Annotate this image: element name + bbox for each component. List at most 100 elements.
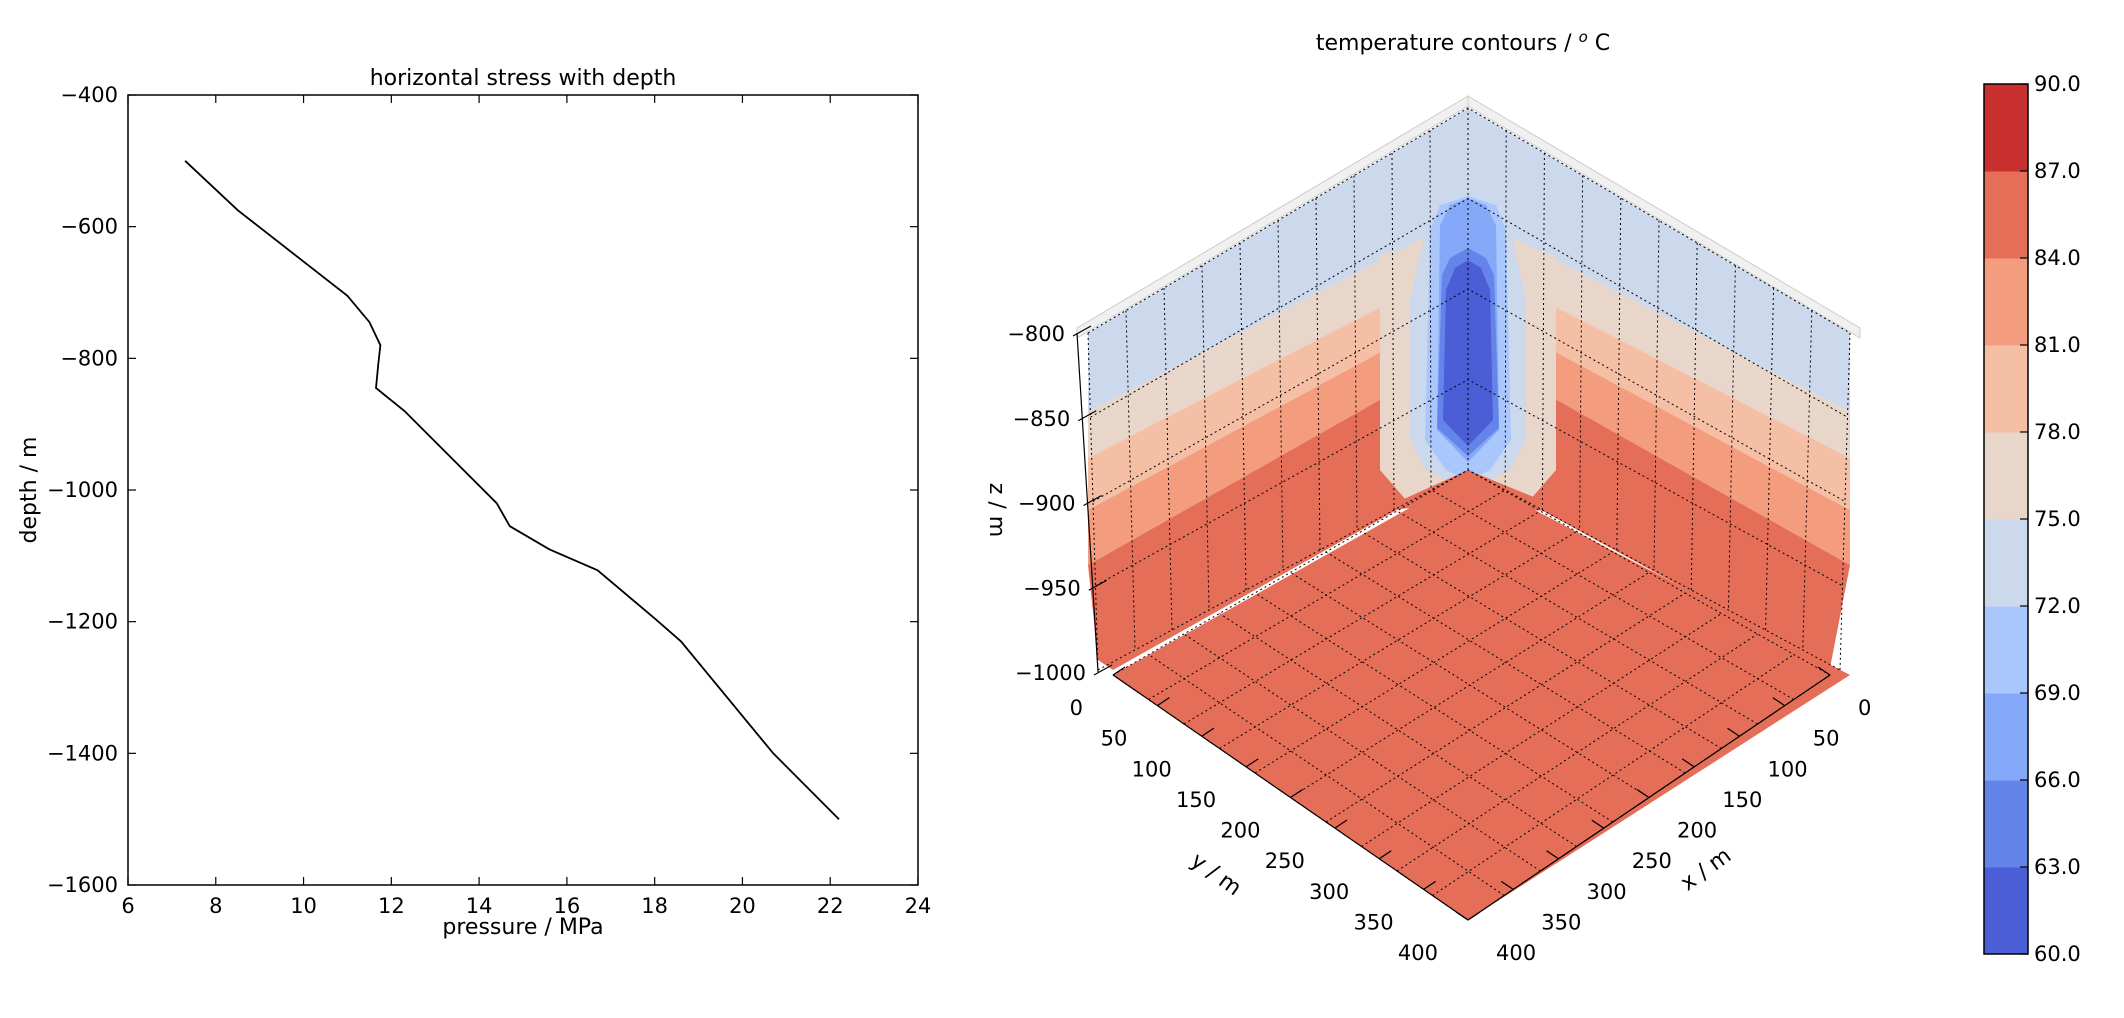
y-tick-mark bbox=[1378, 850, 1392, 860]
colorbar-segment bbox=[1984, 171, 2028, 259]
x-axis-label: x / m bbox=[1676, 843, 1736, 896]
grid-line bbox=[1254, 592, 1614, 823]
z-tick-mark bbox=[1083, 494, 1102, 507]
left-y-tick-label: −1400 bbox=[47, 741, 118, 765]
colorbar-tick-label: 63.0 bbox=[2034, 855, 2081, 879]
floor bbox=[1113, 475, 1850, 920]
colorbar-segment bbox=[1984, 258, 2028, 346]
left-x-tick-label: 20 bbox=[729, 894, 756, 918]
z-tick-label: −900 bbox=[1018, 492, 1076, 516]
z-axis-label: z / m bbox=[984, 483, 1009, 537]
x-tick-mark bbox=[1591, 819, 1605, 829]
grid-line bbox=[1097, 469, 1841, 671]
left-x-tick-label: 10 bbox=[290, 894, 317, 918]
grid-line bbox=[1087, 332, 1099, 671]
y-tick-label: 200 bbox=[1220, 819, 1260, 843]
grid-line bbox=[1579, 175, 1584, 531]
grid-line bbox=[1325, 592, 1686, 823]
left-x-tick-label: 6 bbox=[121, 894, 134, 918]
grid-line bbox=[1087, 107, 1851, 334]
grid-line bbox=[1467, 469, 1831, 676]
y-tick-label: 400 bbox=[1398, 941, 1438, 965]
grid-line bbox=[1148, 654, 1505, 896]
colorbar-segment bbox=[1984, 780, 2028, 868]
grid-line bbox=[1432, 654, 1795, 896]
y-tick-mark bbox=[1334, 819, 1348, 829]
grid-line bbox=[1092, 288, 1846, 502]
z-tick-label: −1000 bbox=[1015, 661, 1086, 685]
grid-line bbox=[1277, 220, 1284, 571]
grid-line bbox=[1361, 531, 1722, 749]
left-title: horizontal stress with depth bbox=[370, 66, 677, 91]
left-x-tick-label: 22 bbox=[817, 894, 844, 918]
colorbar-tick-label: 78.0 bbox=[2034, 420, 2081, 444]
colorbar-tick-label: 87.0 bbox=[2034, 159, 2081, 183]
y-tick-mark bbox=[1157, 697, 1170, 707]
y-tick-label: 0 bbox=[1070, 696, 1083, 720]
left-y-tick-label: −400 bbox=[60, 83, 118, 107]
colorbar-tick-label: 66.0 bbox=[2034, 768, 2081, 792]
temperature-3d-plot: temperature contours / o C bbox=[984, 28, 1871, 965]
y-tick-label: 350 bbox=[1354, 910, 1394, 934]
grid-line bbox=[1219, 613, 1577, 847]
left-wall-band-78 bbox=[1088, 262, 1468, 510]
stress-line bbox=[184, 160, 840, 820]
left-x-tick-label: 12 bbox=[378, 894, 405, 918]
x-tick-mark bbox=[1546, 850, 1559, 860]
left-y-tick-label: −1600 bbox=[47, 873, 118, 897]
grid-line bbox=[1183, 510, 1541, 725]
y-tick-mark bbox=[1112, 666, 1126, 676]
grid-line bbox=[1112, 469, 1469, 676]
colorbar-tick-label: 69.0 bbox=[2034, 681, 2081, 705]
right-wall-band-75 bbox=[1468, 215, 1850, 458]
grid-line bbox=[1095, 378, 1843, 587]
colorbar-tick-label: 81.0 bbox=[2034, 333, 2081, 357]
y-axis-label: y / m bbox=[1186, 848, 1246, 901]
colorbar-tick-label: 75.0 bbox=[2034, 507, 2081, 531]
x-tick-mark bbox=[1500, 880, 1514, 890]
left-x-tick-label: 18 bbox=[641, 894, 668, 918]
x-tick-mark bbox=[1772, 697, 1786, 707]
right-wall bbox=[1468, 108, 1850, 668]
colorbar-segment bbox=[1984, 84, 2028, 172]
y-tick-label: 50 bbox=[1101, 727, 1128, 751]
x-tick-label: 50 bbox=[1813, 727, 1840, 751]
y-tick-mark bbox=[1290, 789, 1303, 798]
left-x-tick-label: 8 bbox=[209, 894, 222, 918]
x-tick-mark bbox=[1636, 789, 1650, 798]
left-x-tick-label: 24 bbox=[905, 894, 932, 918]
left-y-ticks: −400 −600 −800 −1000 −1200 −1400 −1600 bbox=[47, 83, 918, 897]
z-tick-label: −850 bbox=[1013, 407, 1071, 431]
y-tick-label: 250 bbox=[1265, 849, 1305, 873]
z-tick-label: −950 bbox=[1023, 576, 1081, 600]
right-wall-band-84 bbox=[1468, 350, 1850, 668]
left-x-tick-label: 14 bbox=[466, 894, 493, 918]
colorbar-segment bbox=[1984, 519, 2028, 607]
y-tick-label: 150 bbox=[1176, 788, 1216, 812]
left-wall-band-75 bbox=[1088, 215, 1468, 458]
grid-line bbox=[1361, 613, 1722, 847]
right-pane-edge bbox=[1467, 95, 1861, 339]
floor-edge-ripple bbox=[1375, 470, 1570, 512]
x-tick-label: 100 bbox=[1768, 757, 1808, 781]
ticks-3d: −800−850−900−950−10000501001502002503003… bbox=[1007, 322, 1871, 965]
x-tick-mark bbox=[1455, 911, 1469, 921]
z-tick-mark bbox=[1088, 579, 1108, 591]
grid-line bbox=[1254, 551, 1614, 774]
grid-line bbox=[1090, 197, 1848, 418]
left-axes-frame bbox=[127, 94, 919, 886]
left-wall bbox=[1088, 108, 1468, 670]
right-wall-band-72 bbox=[1468, 108, 1850, 412]
left-wall-band-84 bbox=[1088, 350, 1468, 670]
colorbar-segment bbox=[1984, 345, 2028, 433]
y-tick-mark bbox=[1245, 758, 1259, 768]
left-y-tick-label: −1200 bbox=[47, 610, 118, 634]
left-y-label: depth / m bbox=[17, 437, 42, 544]
z-tick-mark bbox=[1093, 664, 1113, 676]
grid-line bbox=[1125, 310, 1136, 651]
stress-depth-plot: horizontal stress with depth 6 8 10 12 14 16 1… bbox=[17, 66, 931, 940]
x-tick-mark bbox=[1817, 666, 1831, 676]
colorbar-tick-label: 72.0 bbox=[2034, 594, 2081, 618]
y-tick-label: 300 bbox=[1309, 880, 1349, 904]
